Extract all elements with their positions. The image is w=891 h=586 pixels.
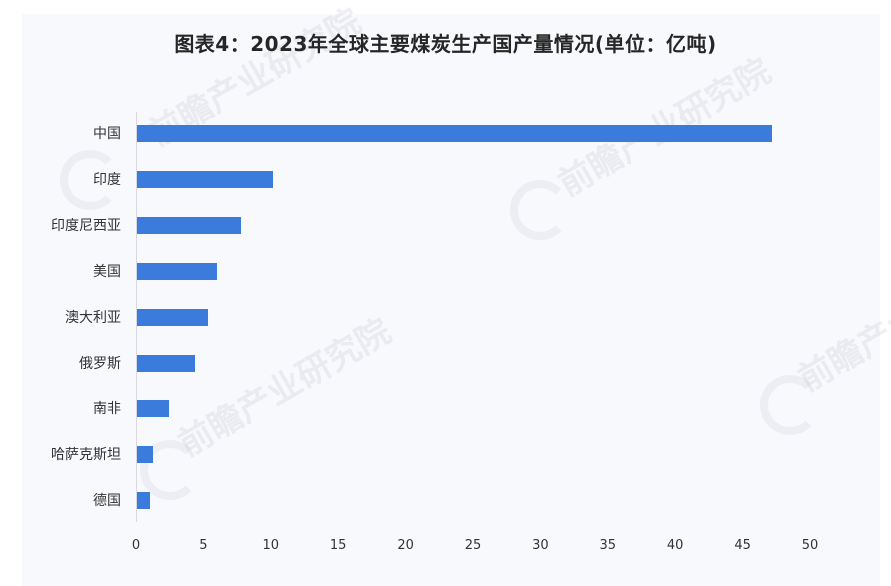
bar	[137, 125, 772, 142]
x-tick-label: 20	[397, 538, 414, 553]
category-label: 美国	[93, 263, 121, 280]
x-tick-label: 0	[131, 538, 141, 553]
category-label: 印度	[93, 171, 121, 188]
bar-row: 德国	[0, 492, 891, 510]
bar-row: 中国	[0, 125, 891, 143]
bar	[137, 262, 217, 280]
bar	[137, 354, 195, 372]
x-tick-label: 10	[262, 538, 280, 553]
bar	[137, 170, 274, 188]
bar-row: 印度尼西亚	[0, 216, 891, 235]
bar	[137, 446, 154, 464]
x-tick-label: 35	[599, 538, 617, 553]
category-label: 哈萨克斯坦	[51, 447, 121, 464]
y-axis-line	[136, 112, 137, 522]
x-tick-label: 45	[734, 538, 751, 553]
x-tick-label: 30	[532, 538, 549, 553]
bar-row: 澳大利亚	[0, 308, 891, 327]
bar	[137, 492, 151, 510]
category-label: 澳大利亚	[65, 309, 121, 326]
x-tick-label: 25	[464, 538, 482, 553]
bar-row: 俄罗斯	[0, 354, 891, 373]
bar	[137, 216, 241, 234]
x-tick-label: 50	[801, 538, 819, 553]
bar-row: 印度	[0, 170, 891, 189]
bar	[137, 308, 209, 326]
category-label: 中国	[93, 126, 121, 142]
chart-panel	[22, 14, 880, 586]
bar-row: 哈萨克斯坦	[0, 446, 891, 464]
x-tick-label: 15	[329, 538, 347, 553]
x-tick-label: 40	[666, 538, 684, 553]
category-label: 俄罗斯	[79, 355, 121, 372]
x-tick-label: 5	[199, 538, 208, 553]
category-label: 南非	[93, 401, 121, 418]
bar-row: 南非	[0, 400, 891, 418]
bar-row: 美国	[0, 262, 891, 281]
category-label: 印度尼西亚	[51, 217, 121, 234]
bar	[137, 400, 170, 418]
chart-title: 图表4：2023年全球主要煤炭生产国产量情况(单位：亿吨)	[174, 32, 717, 56]
category-label: 德国	[93, 493, 121, 510]
